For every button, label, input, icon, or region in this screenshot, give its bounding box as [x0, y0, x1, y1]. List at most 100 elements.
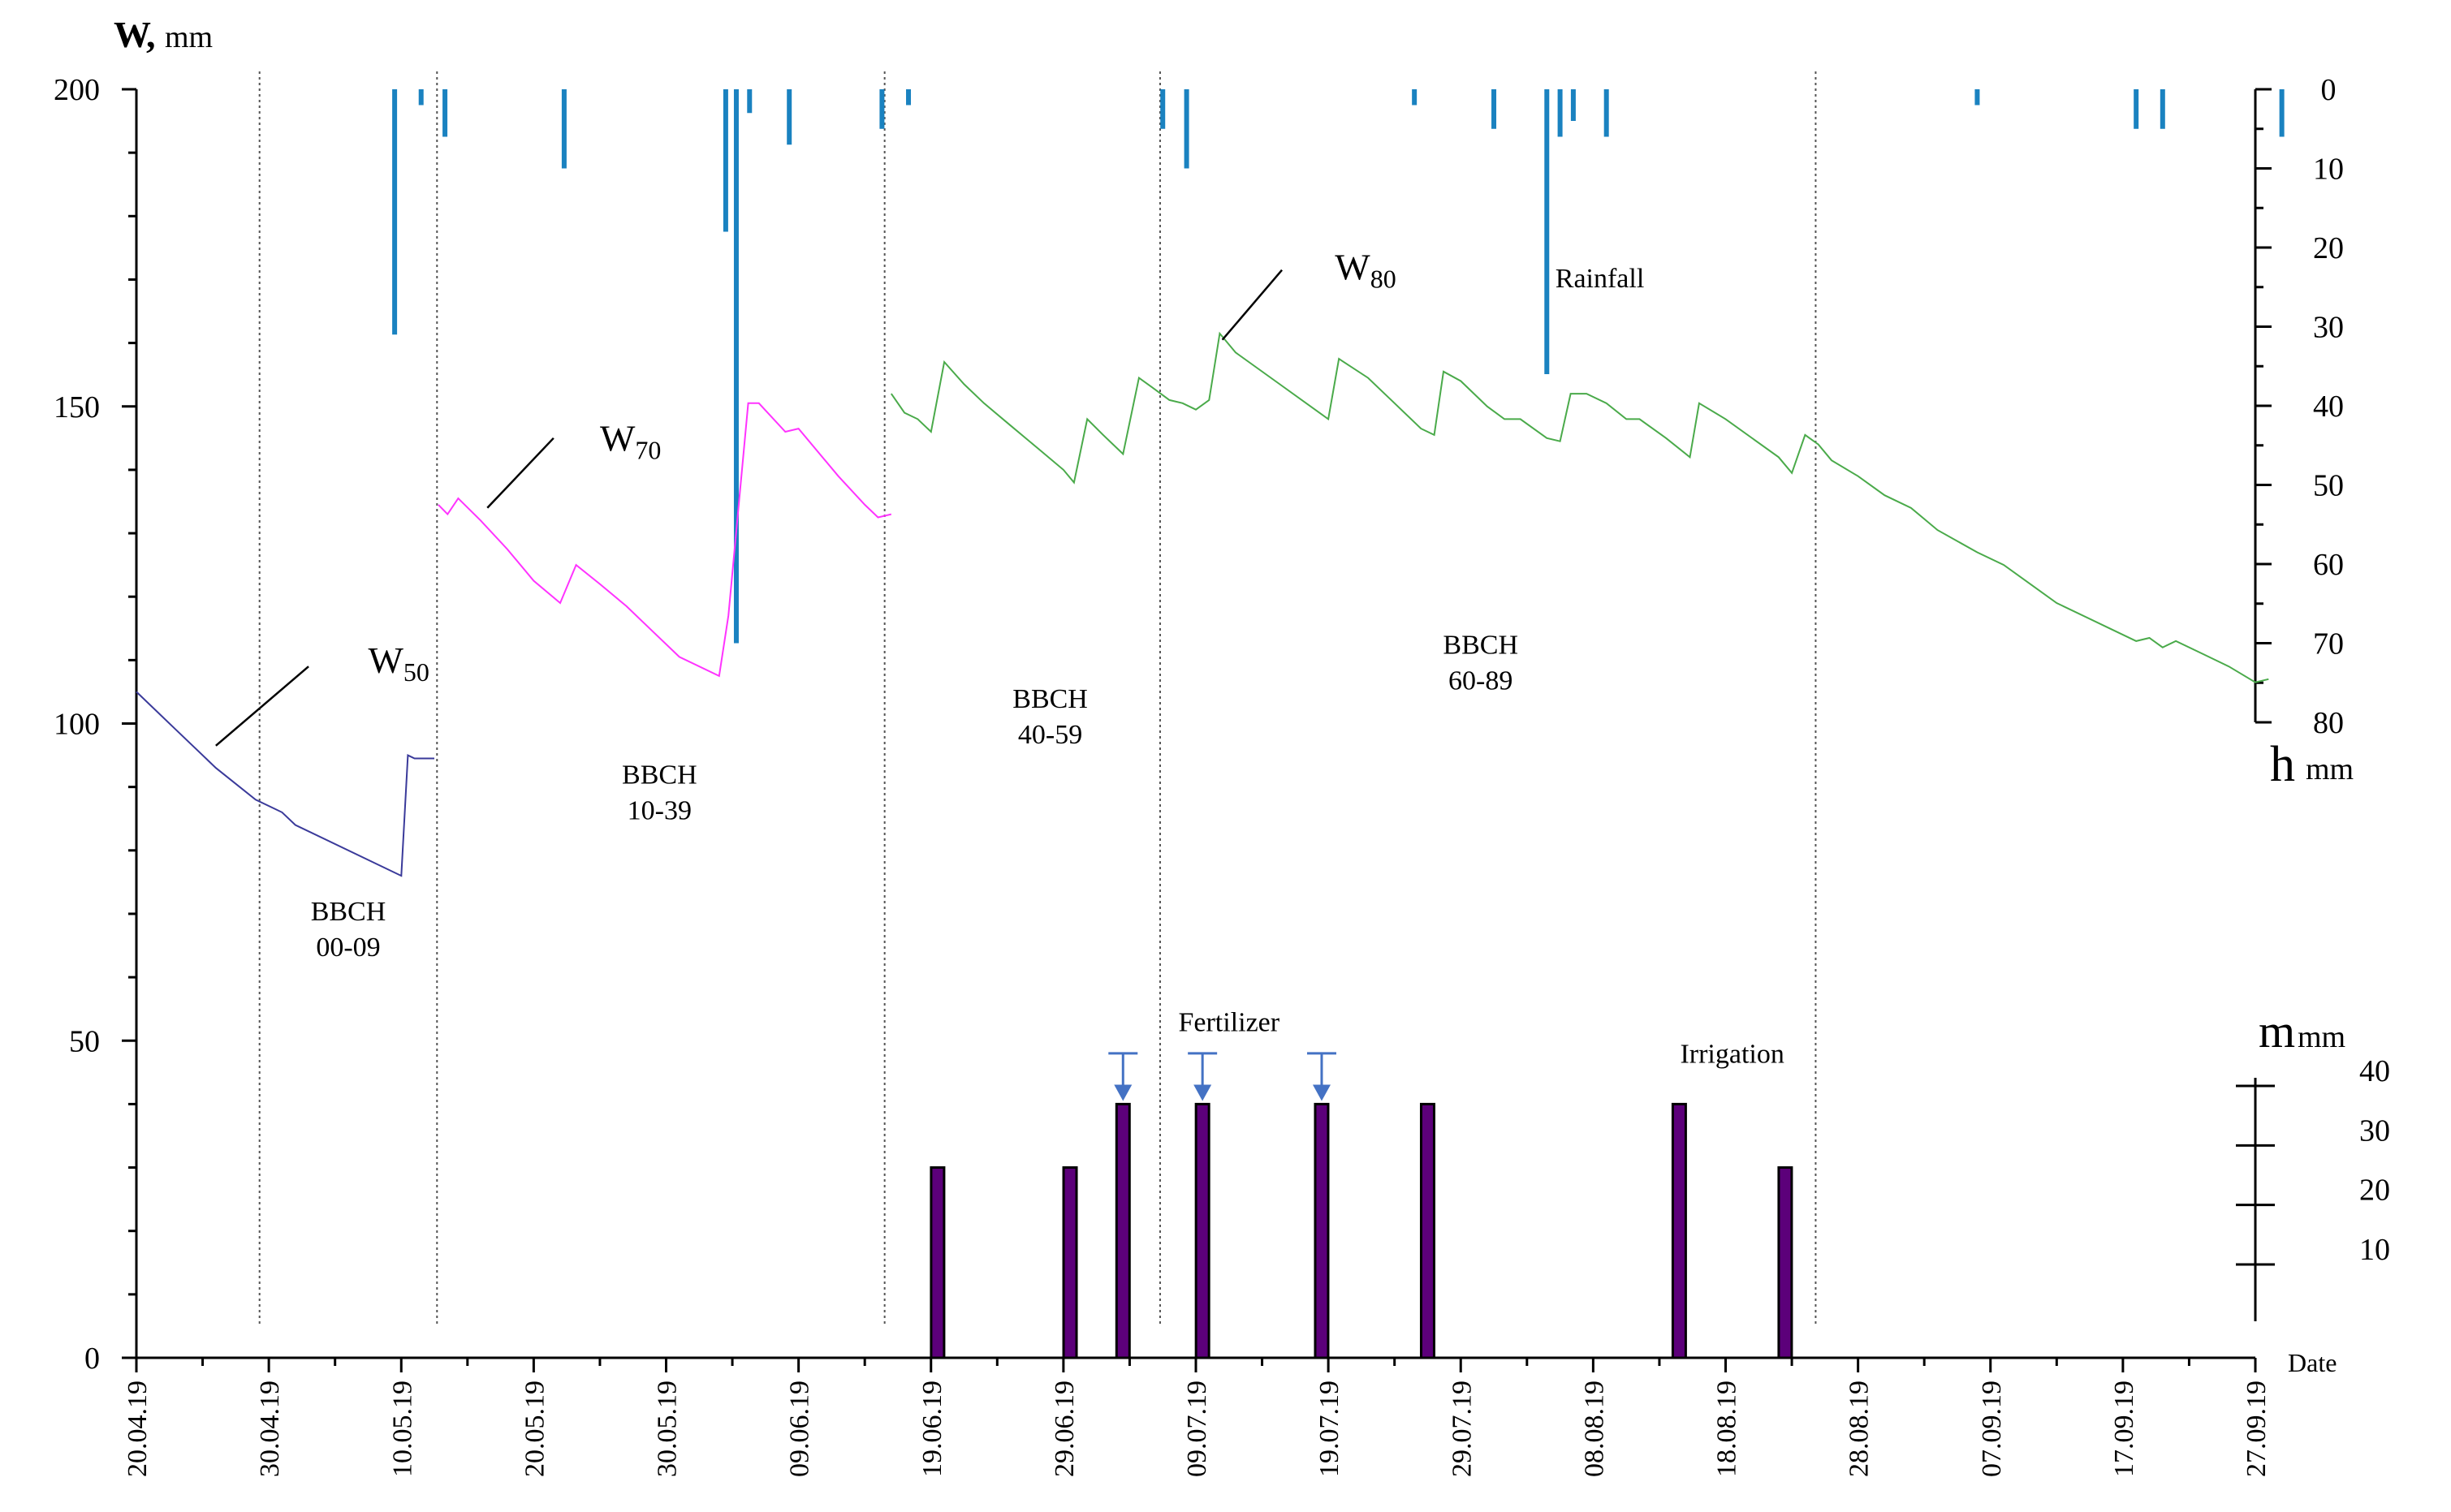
irrigation-axis-title: m: [2259, 1005, 2295, 1058]
irrigation-bar: [1115, 1102, 1131, 1359]
series-label-leader-w70: [486, 437, 554, 509]
rainfall-bar: [392, 89, 398, 335]
fertilizer-label: Fertilizer: [1178, 1008, 1279, 1038]
series-label-w50: W50: [368, 640, 429, 687]
x-axis-date-label: 27.09.19: [2242, 1381, 2272, 1477]
stage-label-range: 00-09: [316, 933, 380, 963]
rain-axis-tick-label: 10: [2313, 153, 2344, 187]
stage-label-range: 10-39: [628, 796, 692, 826]
series-label-leader-w50: [215, 666, 309, 747]
irrigation-axis-tick-label: 20: [2359, 1174, 2390, 1208]
rainfall-bar: [723, 89, 728, 232]
x-axis-date-label: 08.08.19: [1579, 1381, 1609, 1477]
annotations: W50 W70 W80 BBCH 00-09 BBCH 10-39 BBCH 40-59 BBCH…: [215, 246, 1784, 1070]
rainfall-bar: [1974, 89, 1980, 106]
x-axis-date-label: 30.04.19: [255, 1381, 285, 1477]
x-axis-date-label: 09.06.19: [785, 1381, 815, 1477]
rain-axis-tick-label: 0: [2321, 73, 2337, 107]
rainfall-bar: [1544, 89, 1550, 374]
series-line-w80: [890, 331, 2269, 683]
x-axis-date-label: 17.09.19: [2109, 1381, 2139, 1477]
left-axis-title-comma: ,: [146, 14, 156, 55]
x-axis-date-label: 20.05.19: [520, 1381, 550, 1477]
rainfall-bar: [1557, 89, 1563, 137]
rainfall-bars: [392, 89, 2285, 644]
rainfall-bar: [747, 89, 753, 114]
irrigation-bar: [1671, 1102, 1687, 1359]
rain-axis-tick-label: 20: [2313, 231, 2344, 265]
rainfall-bar: [561, 89, 567, 169]
irrigation-axis-tick-label: 30: [2359, 1114, 2390, 1148]
rainfall-bar: [1603, 89, 1609, 137]
rainfall-bar: [1184, 89, 1189, 169]
irrigation-axis-unit: mm: [2298, 1020, 2345, 1054]
irrigation-bar: [1062, 1166, 1078, 1359]
x-axis-date-label: 19.06.19: [917, 1381, 947, 1477]
left-axis-tick-label: 50: [69, 1024, 100, 1058]
irrigation-label: Irrigation: [1680, 1040, 1784, 1070]
rain-axis-tick-label: 50: [2313, 469, 2344, 503]
stage-label-range: 60-89: [1448, 666, 1512, 696]
series-label-w80: W80: [1335, 246, 1396, 293]
rainfall-bar: [2160, 89, 2165, 129]
stage-label-title: BBCH: [311, 897, 386, 927]
stage-label-title: BBCH: [1443, 631, 1518, 661]
irrigation-bar: [1314, 1102, 1330, 1359]
left-axis-unit: mm: [165, 20, 213, 54]
stage-label-title: BBCH: [622, 760, 697, 790]
fertilizer-arrow-icon: [1193, 1084, 1212, 1101]
irrigation-bar: [1419, 1102, 1435, 1359]
x-axis-date-label: 18.08.19: [1712, 1381, 1742, 1477]
series-line-w70: [438, 402, 892, 678]
rainfall-bar: [733, 89, 739, 644]
irrigation-bar: [1194, 1102, 1210, 1359]
x-axis-date-label: 19.07.19: [1314, 1381, 1344, 1477]
x-axis-date-label: 29.06.19: [1050, 1381, 1080, 1477]
rain-axis-unit: mm: [2306, 752, 2354, 786]
x-axis-date-label: 29.07.19: [1447, 1381, 1477, 1477]
x-axis-date-label: 30.05.19: [653, 1381, 683, 1477]
fertilizer-arrow-icon: [1114, 1084, 1133, 1101]
rain-axis-tick-label: 40: [2313, 390, 2344, 424]
stage-label-range: 40-59: [1018, 720, 1082, 750]
rainfall-bar: [1160, 89, 1166, 129]
x-axis-date-label: 10.05.19: [387, 1381, 417, 1477]
irrigation-bar: [1777, 1166, 1793, 1359]
x-axis-date-label: 09.07.19: [1182, 1381, 1212, 1477]
rainfall-label: Rainfall: [1556, 264, 1645, 294]
left-axis-tick-label: 100: [54, 708, 100, 742]
series-label-w70: W70: [600, 417, 661, 464]
irrigation-axis-tick-label: 10: [2359, 1233, 2390, 1267]
rain-axis-tick-label: 30: [2313, 311, 2344, 345]
rainfall-bar: [418, 89, 424, 106]
irrigation-bars: [930, 1102, 1793, 1359]
series-line-w50: [136, 691, 434, 877]
soil-water-lines: [136, 331, 2269, 877]
rainfall-bar: [906, 89, 912, 106]
rainfall-bar: [1412, 89, 1418, 106]
fertilizer-arrow-icon: [1312, 1084, 1331, 1101]
rainfall-bar: [2279, 89, 2285, 137]
rainfall-bar: [1570, 89, 1576, 121]
x-axis-date-label: 28.08.19: [1845, 1381, 1875, 1477]
x-axis-title: Date: [2288, 1348, 2337, 1377]
rainfall-bar: [2134, 89, 2139, 129]
rainfall-bar: [787, 89, 792, 145]
rain-axis-title: h: [2270, 737, 2295, 792]
fertilizer-markers: [1108, 1052, 1336, 1101]
stage-label-title: BBCH: [1012, 684, 1088, 714]
rain-axis-tick-label: 70: [2313, 627, 2344, 661]
left-axis-title: W: [114, 14, 151, 55]
rainfall-bar: [1491, 89, 1497, 129]
left-axis-tick-label: 150: [54, 390, 100, 424]
x-axis-date-label: 07.09.19: [1977, 1381, 2007, 1477]
left-axis-tick-label: 200: [54, 73, 100, 107]
rainfall-bar: [879, 89, 885, 129]
x-axis-date-label: 20.04.19: [123, 1381, 153, 1477]
left-axis-tick-label: 0: [84, 1342, 100, 1376]
irrigation-bar: [930, 1166, 946, 1359]
irrigation-axis-tick-label: 40: [2359, 1054, 2390, 1088]
stage-boundaries: [258, 71, 1817, 1325]
